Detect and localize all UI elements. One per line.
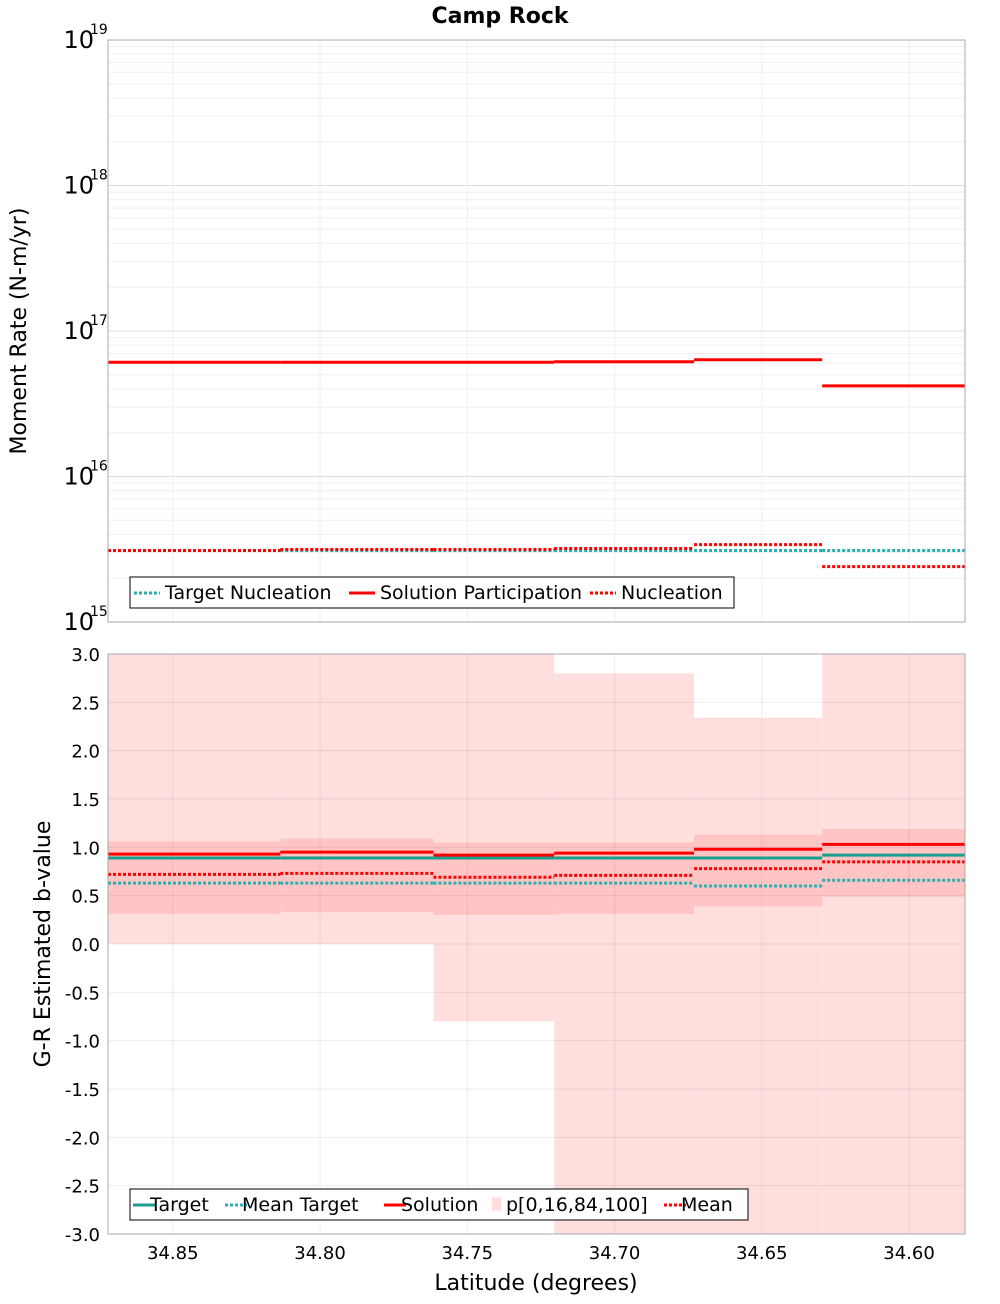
bottom-y-tick-label: 1.5 <box>71 790 100 811</box>
top-legend-label: Nucleation <box>621 582 723 604</box>
bottom-y-tick-label: 0.5 <box>71 887 100 908</box>
bottom-y-tick-labels: 3.0 2.5 2.0 1.5 1.0 0.5 0.0 -0.5 -1.0 -1.5 -2.0 -2.… <box>65 645 100 1246</box>
x-axis-label: Latitude (degrees) <box>434 1271 637 1296</box>
band-p0-p100 <box>433 654 555 1022</box>
bottom-y-tick-label: 2.0 <box>71 742 100 763</box>
bottom-y-tick-label: 0.0 <box>71 935 100 956</box>
bottom-legend-label: Mean Target <box>242 1194 359 1216</box>
band-p0-p100 <box>822 654 965 1234</box>
bottom-plot-bands <box>108 654 965 1234</box>
bottom-plot-series <box>108 842 965 888</box>
top-y-tick-label: 10 <box>63 317 94 345</box>
chart-title: Camp Rock <box>431 4 569 29</box>
bottom-y-tick-label: 2.5 <box>71 693 100 714</box>
top-plot-frame <box>107 39 966 623</box>
top-legend: Target Nucleation Solution Participation N… <box>129 576 735 609</box>
top-y-tick-label: 10 <box>63 26 94 54</box>
top-legend-label: Target Nucleation <box>164 582 332 604</box>
bottom-y-axis-label: G-R Estimated b-value <box>31 821 56 1068</box>
top-plot-series <box>108 358 965 569</box>
top-legend-label: Solution Participation <box>380 582 582 604</box>
top-plot-grid <box>108 40 965 623</box>
bottom-legend-label: Target <box>149 1194 209 1216</box>
band-p0-p100 <box>554 673 695 1234</box>
bottom-y-tick-label: -1.5 <box>65 1080 100 1101</box>
x-tick-label: 34.80 <box>294 1243 346 1264</box>
top-y-tick-label: 10 <box>63 463 94 491</box>
top-y-tick-exponent: 19 <box>90 22 108 38</box>
x-tick-labels: 34.85 34.80 34.75 34.70 34.65 34.60 <box>147 1243 935 1264</box>
x-tick-label: 34.85 <box>147 1243 199 1264</box>
bottom-legend-label: p[0,16,84,100] <box>506 1194 648 1216</box>
bottom-legend-swatch <box>492 1197 501 1211</box>
top-y-tick-label: 10 <box>63 172 94 200</box>
top-y-tick-exponent: 17 <box>90 313 108 329</box>
bottom-y-tick-label: -2.0 <box>65 1128 100 1149</box>
bottom-y-tick-label: -2.5 <box>65 1177 100 1198</box>
x-tick-label: 34.60 <box>883 1243 935 1264</box>
x-tick-label: 34.70 <box>589 1243 641 1264</box>
top-y-axis-label: Moment Rate (N-m/yr) <box>7 208 32 455</box>
top-y-tick-exponent: 18 <box>90 168 108 184</box>
top-y-tick-exponent: 16 <box>90 459 108 475</box>
top-y-tick-exponent: 15 <box>90 604 108 620</box>
top-legend-box <box>129 576 735 609</box>
band-p0-p100 <box>694 717 823 1234</box>
top-y-tick-label: 10 <box>63 608 94 636</box>
bottom-y-tick-label: -1.0 <box>65 1032 100 1053</box>
x-tick-label: 34.65 <box>736 1243 788 1264</box>
bottom-y-tick-label: -3.0 <box>65 1225 100 1246</box>
bottom-legend-label: Mean <box>681 1194 733 1216</box>
bottom-y-tick-label: 1.0 <box>71 838 100 859</box>
band-p16-p84 <box>694 834 823 907</box>
bottom-y-tick-label: -0.5 <box>65 983 100 1004</box>
bottom-legend: Target Mean Target Solution p[0,16,84,100] M… <box>129 1188 749 1221</box>
band-p16-p84 <box>280 838 434 913</box>
bottom-y-tick-label: 3.0 <box>71 645 100 666</box>
band-p16-p84 <box>108 841 281 915</box>
x-tick-label: 34.75 <box>442 1243 494 1264</box>
bottom-legend-label: Solution <box>401 1194 478 1216</box>
bottom-plot-frame <box>107 653 966 1235</box>
